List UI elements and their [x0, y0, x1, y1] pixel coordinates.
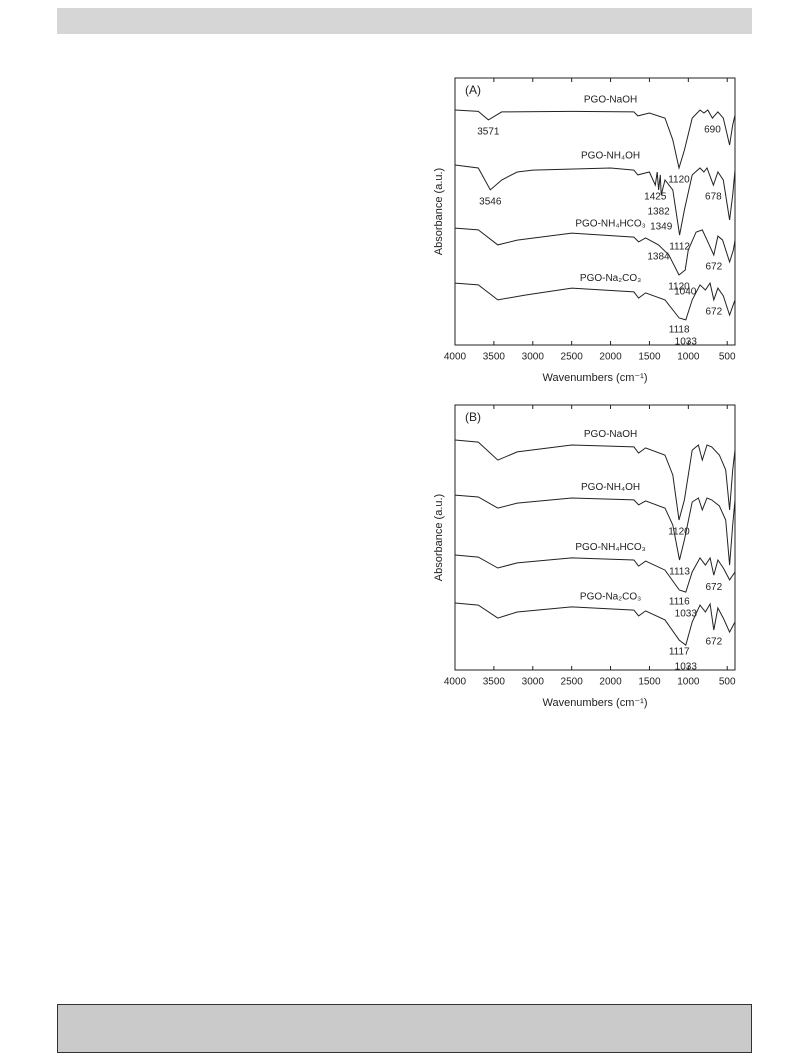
peak-label: 690 — [704, 125, 721, 136]
plot-frame — [454, 404, 736, 671]
panel-label: (A) — [465, 83, 481, 97]
peak-label: 1040 — [674, 287, 697, 298]
peak-label: 672 — [706, 637, 723, 648]
peak-label: 672 — [706, 262, 723, 273]
x-tick-label: 2500 — [561, 352, 584, 363]
x-tick-label: 3000 — [522, 352, 545, 363]
x-tick-label: 500 — [719, 677, 736, 688]
peak-label: 1033 — [675, 337, 698, 348]
x-tick-label: 4000 — [444, 352, 467, 363]
series-label: PGO-NH₄HCO₃ — [575, 218, 645, 229]
peak-label: 3546 — [479, 197, 502, 208]
x-tick-label: 3500 — [483, 352, 506, 363]
peak-label: 3571 — [477, 127, 500, 138]
x-tick-label: 3000 — [522, 677, 545, 688]
peak-label: 1384 — [647, 252, 670, 263]
peak-label: 672 — [706, 307, 723, 318]
y-axis-title: Absorbance (a.u.) — [433, 168, 445, 255]
x-tick-label: 2000 — [599, 677, 622, 688]
peak-label: 1120 — [668, 175, 690, 186]
y-axis-title: Absorbance (a.u.) — [433, 494, 445, 581]
x-tick-label: 4000 — [444, 677, 467, 688]
header-bar — [57, 8, 752, 34]
x-axis-title: Wavenumbers (cm⁻¹) — [542, 697, 647, 709]
series-label: PGO-NaOH — [584, 429, 637, 440]
x-axis-title: Wavenumbers (cm⁻¹) — [542, 372, 647, 384]
x-tick-label: 1000 — [677, 352, 700, 363]
x-tick-label: 2500 — [561, 677, 584, 688]
spectrum-line — [454, 281, 736, 321]
x-tick-label: 1500 — [638, 677, 661, 688]
peak-label: 678 — [705, 192, 722, 203]
series-label: PGO-Na₂CO₃ — [580, 273, 641, 284]
x-tick-label: 1500 — [638, 352, 661, 363]
peak-label: 1382 — [647, 207, 670, 218]
series-label: PGO-NH₄HCO₃ — [575, 542, 645, 553]
peak-label: 1118 — [669, 325, 690, 336]
plot-frame — [454, 77, 736, 346]
spectrum-line — [454, 439, 736, 521]
series-label: PGO-Na₂CO₃ — [580, 592, 641, 603]
peak-label: 1112 — [669, 242, 690, 253]
peak-label: 1425 — [644, 192, 667, 203]
panel-label: (B) — [465, 410, 481, 424]
peak-label: 1033 — [675, 662, 698, 673]
series-label: PGO-NH₄OH — [581, 151, 640, 162]
spectrum-line — [454, 602, 736, 646]
series-label: PGO-NH₄OH — [581, 482, 640, 493]
spectrum-line — [454, 227, 736, 276]
peak-label: 672 — [706, 582, 723, 593]
peak-label: 1120 — [668, 527, 690, 538]
x-tick-label: 1000 — [677, 677, 700, 688]
peak-label: 1033 — [675, 609, 698, 620]
peak-label: 1120 — [668, 282, 690, 293]
x-tick-label: 500 — [719, 352, 736, 363]
footer-box — [57, 1004, 752, 1053]
series-label: PGO-NaOH — [584, 94, 637, 105]
x-tick-label: 2000 — [599, 352, 622, 363]
peak-label: 1349 — [650, 222, 673, 233]
peak-label: 1116 — [669, 597, 690, 608]
x-tick-label: 3500 — [483, 677, 506, 688]
peak-label: 1113 — [669, 567, 690, 578]
spectrum-line — [454, 109, 736, 170]
peak-label: 1117 — [669, 647, 690, 658]
spectrum-line — [454, 554, 736, 593]
spectrum-line — [454, 164, 736, 236]
spectrum-line — [454, 494, 736, 566]
